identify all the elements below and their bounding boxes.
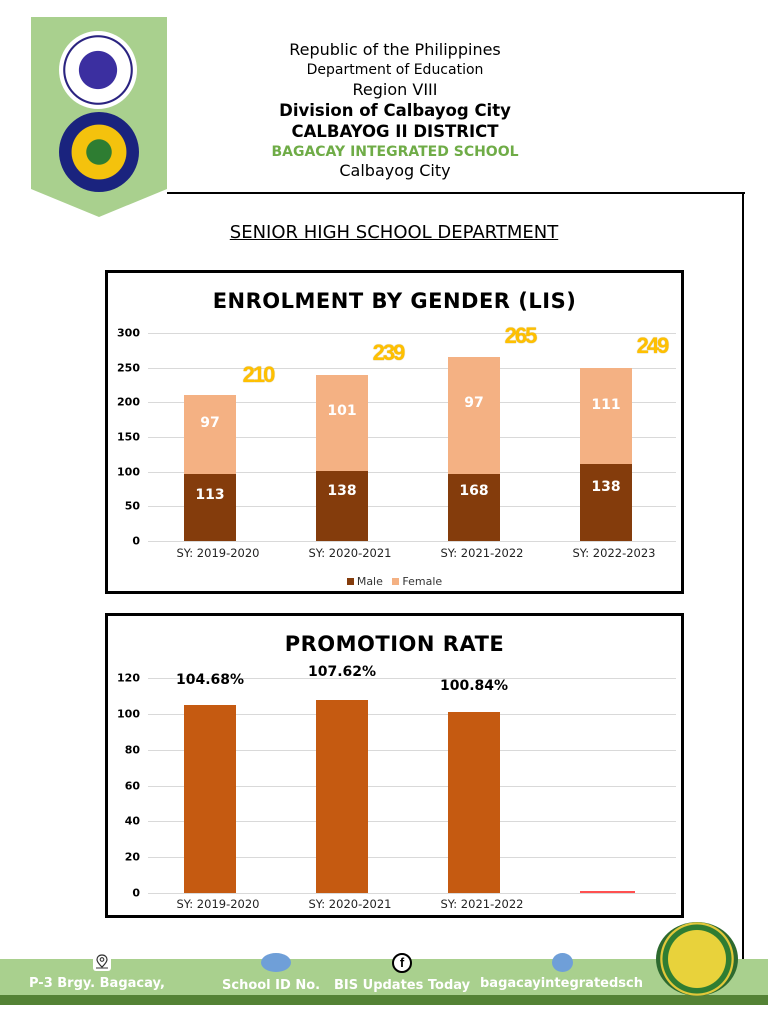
footer-school-id: School ID No.: [222, 978, 321, 993]
bar-male: [316, 471, 368, 541]
bar-value-label: 100.84%: [439, 678, 509, 694]
bar-value-label: 104.68%: [175, 672, 245, 688]
deped-seal-logo: [59, 31, 137, 109]
bar-male: [448, 473, 500, 541]
bar-label-female: 111: [591, 397, 621, 413]
y-tick: 20: [124, 850, 140, 864]
footer-address: P-3 Brgy. Bagacay,: [29, 976, 165, 991]
bar-label-male: 138: [591, 479, 621, 495]
gridline: [148, 367, 676, 369]
bar-promotion-rate-empty: [580, 891, 635, 893]
bar-label-female: 101: [327, 403, 357, 419]
chart-title: ENROLMENT BY GENDER (LIS): [212, 289, 577, 313]
gridline: [148, 506, 676, 508]
school-id-icon: [261, 953, 291, 972]
footer-email[interactable]: bagacayintegratedsch: [480, 976, 643, 991]
x-tick: SY: 2021-2022: [440, 546, 524, 560]
total-label: 249: [636, 333, 670, 358]
header-line-deped: Department of Education: [306, 62, 484, 78]
header-divider: [167, 192, 745, 194]
y-tick: 50: [124, 499, 140, 513]
x-tick: SY: 2019-2020: [176, 546, 260, 560]
header-line-district: CALBAYOG II DISTRICT: [291, 121, 499, 141]
y-tick: 40: [124, 814, 140, 828]
school-logo: [656, 922, 738, 996]
gridline: [148, 471, 676, 473]
bar-promotion-rate: [184, 705, 236, 893]
y-tick: 300: [117, 326, 140, 340]
y-tick: 250: [117, 361, 140, 375]
y-tick: 100: [117, 707, 140, 721]
letterhead: Republic of the Philippines Department o…: [200, 42, 590, 179]
promotion-rate-chart: PROMOTION RATE 120 100 80 60 40 20 0 104…: [105, 613, 684, 918]
gridline: [148, 785, 676, 787]
bar-female: [580, 368, 632, 465]
gridline: [148, 857, 676, 859]
gridline: [148, 402, 676, 404]
x-tick: SY: 2022-2023: [572, 546, 656, 560]
facebook-icon[interactable]: f: [392, 953, 412, 973]
plot-area: 104.68% 107.62% 100.84%: [148, 664, 676, 894]
email-icon: [552, 953, 573, 972]
bar-value-label: 107.62%: [307, 664, 377, 680]
bar-promotion-rate: [448, 712, 500, 893]
bar-female: [316, 375, 368, 471]
header-line-division: Division of Calbayog City: [279, 101, 511, 120]
bar-label-male: 168: [459, 483, 489, 499]
footer-band: [0, 959, 768, 995]
chart-title: PROMOTION RATE: [284, 632, 505, 656]
bar-female: [184, 395, 236, 474]
gridline: [148, 893, 676, 894]
gridline: [148, 749, 676, 751]
y-tick: 80: [124, 743, 140, 757]
legend-item-male: Male: [346, 575, 383, 588]
division-seal-logo: [59, 112, 139, 192]
legend-item-female: Female: [392, 575, 442, 588]
department-title: SENIOR HIGH SCHOOL DEPARTMENT: [229, 222, 559, 243]
gridline: [148, 541, 676, 542]
gridline: [148, 713, 676, 715]
y-tick: 200: [117, 395, 140, 409]
x-tick: SY: 2019-2020: [176, 897, 260, 911]
x-tick: SY: 2020-2021: [308, 897, 392, 911]
gridline: [148, 333, 676, 334]
bar-label-female: 97: [200, 415, 220, 431]
legend-label-male: Male: [356, 575, 383, 588]
gridline: [148, 821, 676, 823]
total-label: 239: [372, 340, 406, 365]
header-line-republic: Republic of the Philippines: [289, 40, 501, 59]
y-tick: 150: [117, 430, 140, 444]
y-tick: 120: [117, 671, 140, 685]
y-tick: 0: [132, 534, 140, 548]
total-label: 265: [504, 323, 538, 348]
y-tick: 0: [132, 886, 140, 900]
bar-label-male: 138: [327, 483, 357, 499]
header-line-region: Region VIII: [352, 80, 438, 99]
header-line-city: Calbayog City: [339, 161, 451, 180]
legend-label-female: Female: [402, 575, 443, 588]
legend-swatch-male: [346, 578, 354, 585]
location-pin-icon: [93, 953, 111, 971]
y-tick: 60: [124, 779, 140, 792]
legend-swatch-female: [392, 578, 400, 585]
bar-label-female: 97: [464, 395, 484, 411]
x-tick: SY: 2021-2022: [440, 897, 524, 911]
footer-bottom-strip: [0, 995, 768, 1005]
bar-female: [448, 357, 500, 474]
enrolment-chart: ENROLMENT BY GENDER (LIS) 300 250 200 15…: [105, 270, 684, 594]
gridline: [148, 437, 676, 438]
bar-male: [184, 473, 236, 541]
plot-area: 97 113 210 101 138 239 97 168 265 111 13…: [148, 323, 676, 542]
chart-legend: Male Female: [108, 575, 681, 588]
page-border-right: [742, 192, 744, 992]
bar-label-male: 113: [195, 487, 225, 503]
bar-male: [580, 464, 632, 541]
x-tick: SY: 2020-2021: [308, 546, 392, 560]
footer-facebook-link[interactable]: BIS Updates Today: [334, 978, 471, 993]
bar-promotion-rate: [316, 700, 368, 893]
y-tick: 100: [117, 465, 140, 479]
header-line-school: BAGACAY INTEGRATED SCHOOL: [271, 144, 519, 160]
total-label: 210: [242, 362, 276, 387]
gridline: [148, 678, 676, 679]
